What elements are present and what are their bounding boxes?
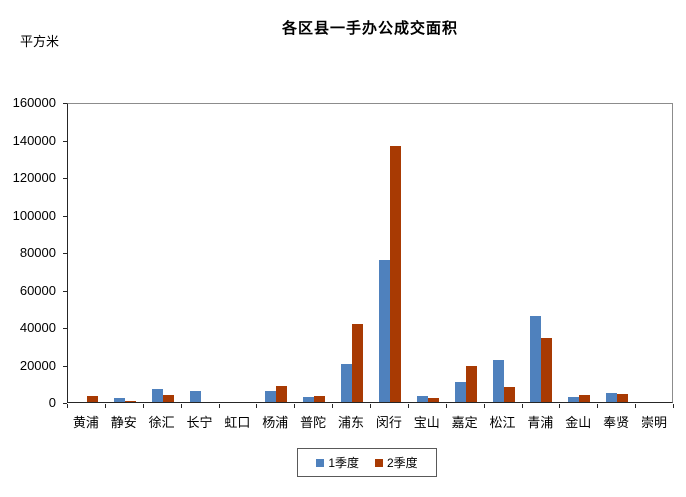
x-category-label-5: 虹口 bbox=[224, 415, 251, 430]
y-tick-mark bbox=[63, 365, 67, 367]
x-category-label-11: 嘉定 bbox=[451, 415, 478, 430]
bar-series1-闵行 bbox=[379, 260, 390, 402]
y-tick-mark bbox=[63, 253, 67, 254]
y-tick-label: 40000 bbox=[19, 320, 56, 335]
x-category-label-1: 黄浦 bbox=[72, 415, 99, 430]
x-category-label-15: 奉贤 bbox=[603, 415, 630, 430]
x-tick-mark bbox=[143, 404, 144, 408]
bar-series1-浦东 bbox=[341, 364, 352, 402]
bar-series1-徐汇 bbox=[152, 389, 163, 402]
x-category-label-7: 普陀 bbox=[300, 415, 327, 430]
x-category-label-6: 杨浦 bbox=[262, 415, 289, 430]
x-tick-mark bbox=[559, 404, 560, 408]
x-tick-mark bbox=[673, 404, 674, 408]
bar-series2-浦东 bbox=[352, 324, 363, 402]
bar-series2-徐汇 bbox=[163, 395, 174, 402]
x-category-label-3: 徐汇 bbox=[148, 415, 175, 430]
bar-series1-杨浦 bbox=[265, 391, 276, 402]
x-tick-mark bbox=[408, 404, 409, 408]
y-tick-label: 60000 bbox=[19, 282, 56, 298]
bar-series2-奉贤 bbox=[617, 394, 628, 402]
x-tick-mark bbox=[370, 404, 371, 408]
x-category-label-4: 长宁 bbox=[186, 415, 213, 430]
x-tick-mark bbox=[597, 404, 598, 408]
y-tick-label: 160000 bbox=[12, 95, 56, 110]
bar-series2-嘉定 bbox=[466, 366, 477, 402]
legend-swatch-icon bbox=[375, 458, 383, 467]
chart-title: 各区县一手办公成交面积 bbox=[281, 20, 458, 37]
y-axis-unit-label: 平方米 bbox=[20, 34, 60, 49]
x-category-label-2: 静安 bbox=[110, 415, 137, 430]
x-category-label-13: 青浦 bbox=[527, 415, 554, 430]
legend-swatch-icon bbox=[316, 458, 325, 467]
x-tick-mark bbox=[105, 404, 106, 408]
bar-series1-静安 bbox=[114, 398, 125, 402]
x-category-label-16: 崇明 bbox=[641, 415, 668, 430]
y-tick-mark bbox=[63, 403, 67, 404]
bar-series1-松江 bbox=[493, 360, 504, 402]
legend-item-2: 2季度 bbox=[375, 454, 418, 471]
x-category-label-12: 松江 bbox=[489, 415, 516, 430]
legend-label: 1季度 bbox=[328, 456, 359, 470]
y-tick-label: 140000 bbox=[12, 132, 56, 148]
bar-series2-黄浦 bbox=[87, 396, 98, 402]
bar-series1-长宁 bbox=[190, 391, 201, 402]
bar-series2-松江 bbox=[504, 387, 515, 402]
y-tick-mark bbox=[63, 328, 67, 329]
bar-series1-宝山 bbox=[417, 396, 428, 402]
x-tick-mark bbox=[522, 404, 523, 408]
y-tick-label: 100000 bbox=[12, 207, 56, 223]
y-tick-label: 120000 bbox=[12, 170, 56, 185]
x-tick-mark bbox=[256, 404, 257, 408]
bar-series1-嘉定 bbox=[455, 382, 466, 402]
y-tick-mark bbox=[63, 215, 67, 217]
y-tick-label: 80000 bbox=[19, 245, 56, 260]
x-tick-mark bbox=[635, 404, 636, 408]
x-tick-mark bbox=[294, 404, 295, 408]
x-category-label-10: 宝山 bbox=[413, 415, 440, 430]
x-tick-mark bbox=[181, 404, 182, 408]
legend-item-1: 1季度 bbox=[316, 454, 359, 471]
x-category-label-8: 浦东 bbox=[338, 415, 365, 430]
bar-series2-杨浦 bbox=[276, 386, 287, 402]
x-category-label-9: 闵行 bbox=[375, 415, 402, 430]
bar-series2-宝山 bbox=[428, 398, 439, 402]
bar-series1-青浦 bbox=[530, 316, 541, 402]
y-tick-mark bbox=[63, 103, 67, 104]
x-tick-mark bbox=[332, 404, 333, 408]
bar-series2-闵行 bbox=[390, 146, 401, 402]
bar-series2-普陀 bbox=[314, 396, 325, 402]
x-tick-mark bbox=[67, 404, 68, 408]
x-tick-mark bbox=[446, 404, 447, 408]
x-category-label-14: 金山 bbox=[565, 415, 592, 430]
plot-area bbox=[67, 103, 673, 403]
y-tick-mark bbox=[63, 178, 67, 179]
bar-series2-金山 bbox=[579, 395, 590, 402]
legend-label: 2季度 bbox=[387, 456, 418, 470]
legend: 1季度 2季度 bbox=[297, 448, 437, 477]
bar-series2-青浦 bbox=[541, 338, 552, 402]
y-tick-mark bbox=[63, 140, 67, 142]
y-tick-label: 0 bbox=[48, 395, 56, 410]
y-tick-mark bbox=[63, 290, 67, 292]
bar-series1-金山 bbox=[568, 397, 579, 402]
x-tick-mark bbox=[484, 404, 485, 408]
bar-series1-普陀 bbox=[303, 397, 314, 402]
bar-series1-奉贤 bbox=[606, 393, 617, 402]
x-tick-mark bbox=[219, 404, 220, 408]
bar-series2-静安 bbox=[125, 401, 136, 402]
y-tick-label: 20000 bbox=[19, 357, 56, 373]
